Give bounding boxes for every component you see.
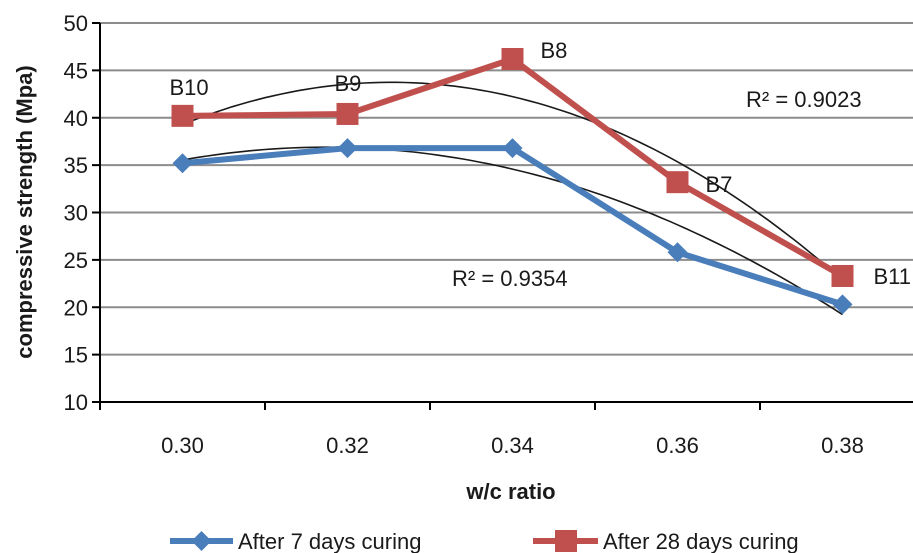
series-line-1 — [182, 56, 844, 279]
legend-diamond-marker — [191, 531, 212, 551]
y-tick-label: 10 — [64, 390, 88, 415]
trendline-series-0 — [182, 146, 843, 316]
legend-label-28-days: After 28 days curing — [603, 529, 799, 553]
square-point — [336, 102, 359, 125]
legend: After 7 days curing After 28 days curing — [170, 529, 799, 553]
x-tick-label: 0.38 — [821, 433, 864, 458]
diamond-point — [337, 138, 358, 159]
y-tick-label: 35 — [64, 153, 88, 178]
y-tick-label: 30 — [64, 201, 88, 226]
series-group — [171, 48, 854, 315]
legend-item-28-days: After 28 days curing — [533, 529, 799, 553]
trendlines — [182, 81, 844, 316]
y-tick-label: 20 — [64, 295, 88, 320]
point-label: B11 — [874, 264, 912, 289]
y-tick-label: 45 — [64, 58, 88, 83]
r2-label-28-days: R² = 0.9023 — [746, 87, 862, 112]
point-label: B8 — [541, 38, 568, 63]
x-tick-label: 0.36 — [656, 433, 699, 458]
point-label: B10 — [170, 75, 209, 100]
diamond-point — [172, 153, 193, 174]
x-axis-ticks: 0.30 0.32 0.34 0.36 0.38 — [99, 402, 864, 458]
x-tick-label: 0.32 — [326, 433, 369, 458]
legend-square-marker — [555, 530, 577, 552]
point-label: B9 — [335, 71, 362, 96]
y-tick-label: 15 — [64, 343, 88, 368]
y-tick-label: 25 — [64, 248, 88, 273]
x-tick-label: 0.30 — [161, 433, 204, 458]
x-tick-label: 0.34 — [491, 433, 534, 458]
diamond-point — [502, 138, 523, 159]
legend-item-7-days: After 7 days curing — [170, 529, 421, 553]
x-axis-title: w/c ratio — [465, 479, 555, 504]
diamond-point — [667, 242, 688, 263]
y-tick-label: 40 — [64, 106, 88, 131]
square-point — [831, 264, 854, 287]
y-axis-title: compressive strength (Mpa) — [12, 65, 37, 358]
point-labels: B10 B9 B8 B7 B11 — [170, 38, 912, 289]
square-point — [666, 171, 689, 194]
point-label: B7 — [706, 172, 733, 197]
y-tick-label: 50 — [64, 11, 88, 36]
square-point — [501, 48, 524, 71]
legend-label-7-days: After 7 days curing — [238, 529, 421, 553]
diamond-point — [832, 294, 853, 315]
y-axis-ticks: 10 15 20 25 30 35 40 45 50 — [64, 11, 100, 415]
square-point — [171, 104, 194, 127]
gridlines — [100, 22, 913, 356]
trendline-series-1 — [182, 81, 844, 281]
r2-label-7-days: R² = 0.9354 — [452, 266, 568, 291]
